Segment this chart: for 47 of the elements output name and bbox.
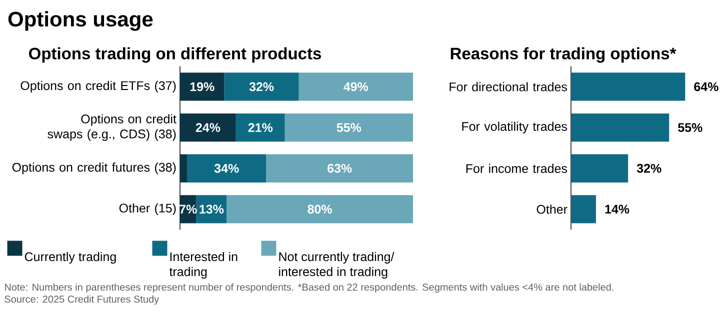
data-label: 13% [200, 204, 224, 214]
bar [226, 195, 414, 224]
data-label: 21% [248, 123, 273, 132]
data-label: 34% [214, 164, 239, 173]
chart-title: Reasons for trading options* [450, 47, 676, 63]
bar [196, 195, 227, 224]
y-tick-label: For directional trades [450, 82, 568, 92]
bar [571, 154, 628, 182]
chart-title: Options usage [8, 11, 153, 31]
legend-label: Currently trading [24, 252, 116, 264]
data-label: 19% [190, 82, 214, 92]
bar [186, 154, 266, 182]
bar [180, 154, 187, 182]
data-label: 55% [336, 123, 362, 132]
bar [266, 154, 414, 182]
data-label: 80% [308, 204, 332, 214]
data-label: 14% [605, 204, 630, 214]
bar [571, 72, 686, 101]
text: Note: Numbers in parentheses represent number of respondents. *Based on 22 respondents. Segments with values <4% are not labeled. [5, 283, 614, 293]
data-label: 7% [180, 204, 197, 214]
data-label: 24% [196, 123, 220, 132]
legend-label: Interested in trading [169, 252, 238, 279]
chart-subtitle: Options trading on different products [29, 47, 322, 63]
bar [236, 113, 285, 142]
data-label: 63% [328, 164, 352, 173]
source-note: Source: 2025 Credit Futures Study [4, 295, 160, 305]
data-label: 32% [249, 82, 274, 92]
y-tick-label: Other (15) [119, 203, 176, 216]
y-tick-label: Options on credit futures (38) [12, 162, 176, 174]
y-tick-label: Options on credit swaps (e.g., CDS) (38) [48, 114, 176, 141]
bar [180, 72, 224, 101]
y-tick-label: Other [536, 204, 568, 214]
bar [571, 113, 670, 142]
data-label: 64% [694, 82, 718, 92]
y-tick-label: Options on credit ETFs (37) [20, 80, 176, 93]
bar [180, 113, 236, 142]
bar [284, 113, 414, 142]
data-label: 55% [678, 123, 702, 132]
legend-label: Not currently trading/ interested in trading [279, 252, 394, 279]
bar [571, 195, 596, 224]
y-tick-label: For volatility trades [462, 122, 568, 134]
bar [298, 72, 414, 101]
bar [224, 72, 299, 101]
data-label: 49% [344, 82, 368, 92]
y-tick-label: For income trades [466, 164, 568, 173]
bar [180, 195, 196, 224]
data-label: 32% [636, 164, 662, 173]
